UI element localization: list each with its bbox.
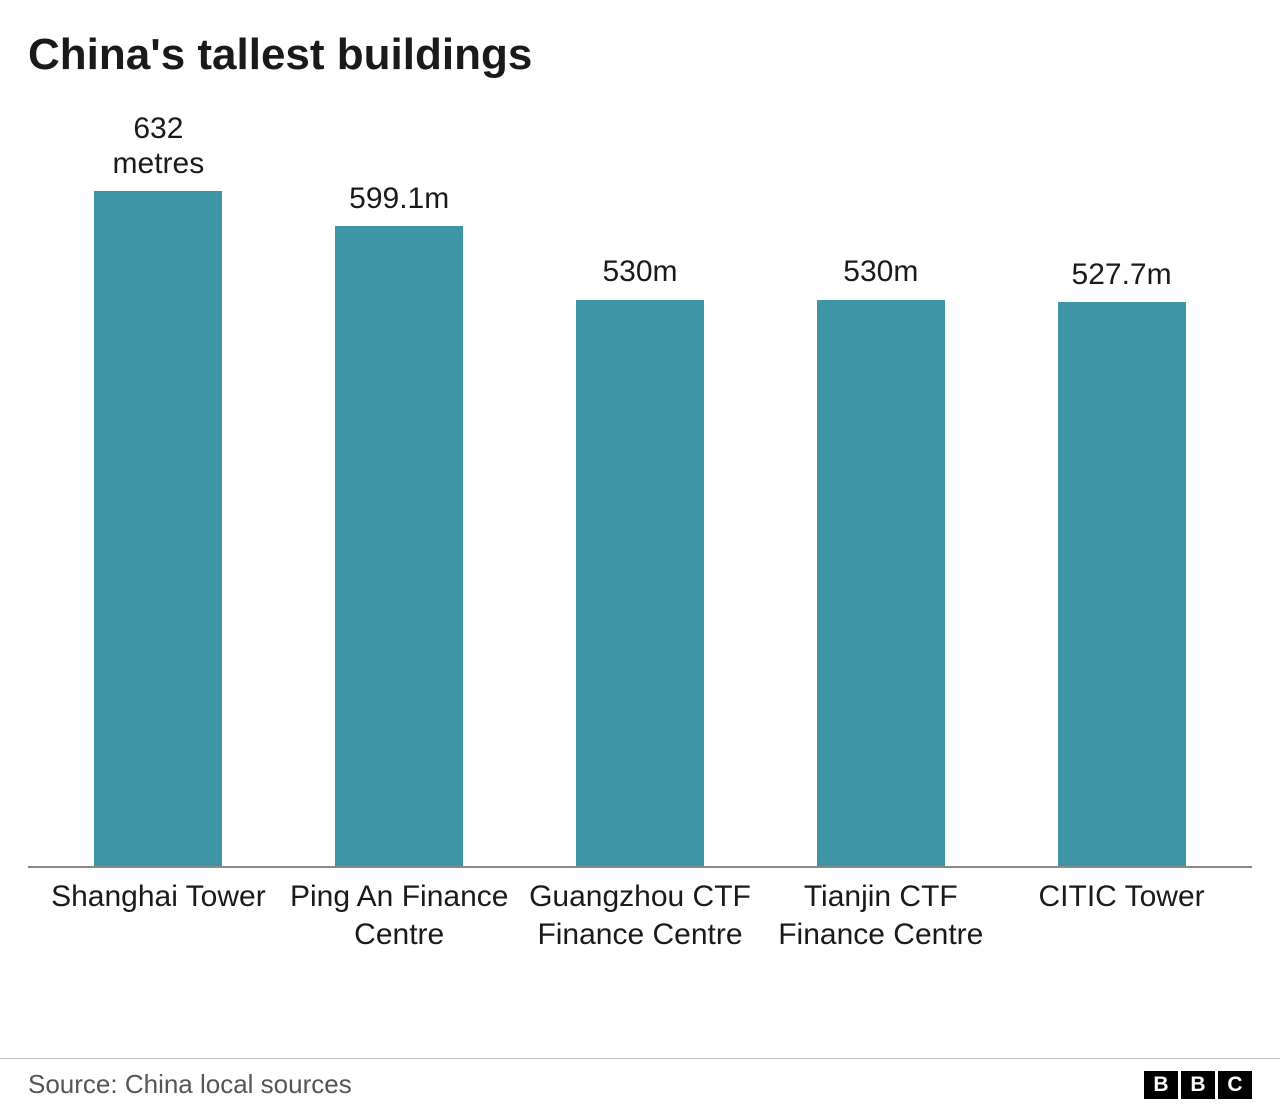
bbc-logo-block: B <box>1181 1071 1215 1099</box>
bar <box>817 300 945 866</box>
bar-value-label: 599.1m <box>349 182 449 217</box>
bbc-logo-block: B <box>1144 1071 1178 1099</box>
category-label: Guangzhou CTF Finance Centre <box>520 878 761 953</box>
bar-column: 599.1m <box>279 88 520 866</box>
chart-title: China's tallest buildings <box>28 30 1252 80</box>
bar-column: 632 metres <box>38 88 279 866</box>
bar <box>335 226 463 866</box>
bar <box>1058 302 1186 866</box>
bar-value-label: 530m <box>602 255 677 290</box>
bar-value-label: 530m <box>843 255 918 290</box>
category-label: CITIC Tower <box>1001 878 1242 953</box>
bar-column: 530m <box>760 88 1001 866</box>
bbc-logo-block: C <box>1218 1071 1252 1099</box>
source-text: Source: China local sources <box>28 1069 352 1100</box>
bar <box>576 300 704 866</box>
bar-value-label: 632 metres <box>113 112 205 181</box>
category-label: Ping An Finance Centre <box>279 878 520 953</box>
bar-chart: 632 metres 599.1m 530m 530m 527.7m <box>28 88 1252 868</box>
chart-container: China's tallest buildings 632 metres 599.… <box>0 0 1280 1114</box>
category-label: Shanghai Tower <box>38 878 279 953</box>
bbc-logo: BBC <box>1144 1071 1252 1099</box>
chart-area: 632 metres 599.1m 530m 530m 527.7m Shanghai … <box>28 88 1252 953</box>
bar-column: 527.7m <box>1001 88 1242 866</box>
x-axis-labels: Shanghai TowerPing An Finance CentreGuan… <box>28 868 1252 953</box>
chart-footer: Source: China local sources BBC <box>0 1058 1280 1114</box>
category-label: Tianjin CTF Finance Centre <box>760 878 1001 953</box>
bar-column: 530m <box>520 88 761 866</box>
bar <box>94 191 222 866</box>
bar-value-label: 527.7m <box>1072 258 1172 293</box>
